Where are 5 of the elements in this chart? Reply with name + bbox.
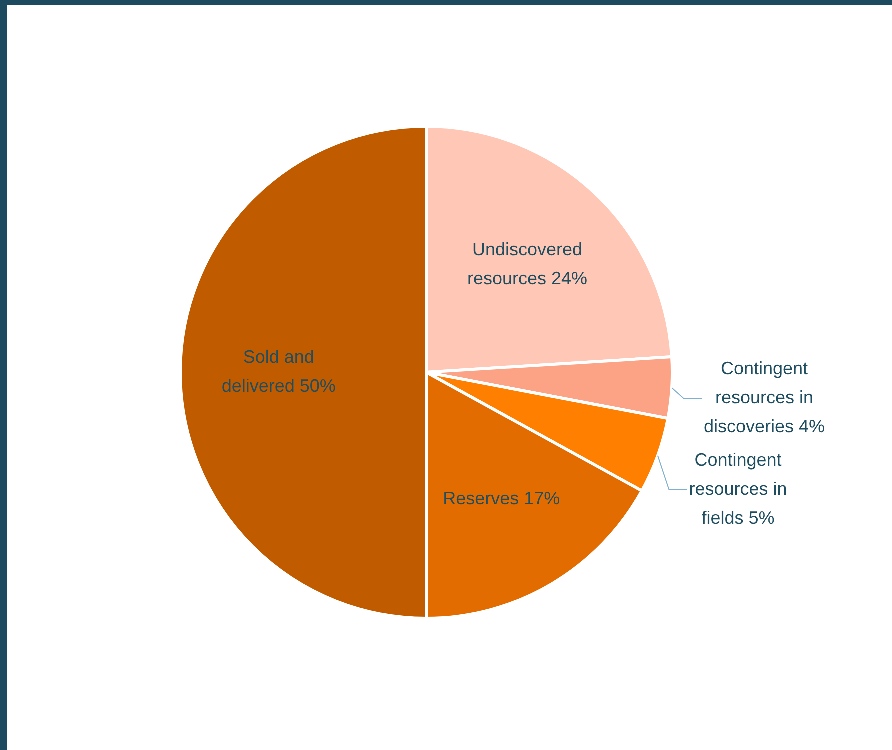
slice-label: Contingent resources in discoveries 4% (704, 358, 826, 437)
slice-label: Sold and delivered 50% (222, 346, 336, 396)
slice-label: Undiscovered resources 24% (468, 239, 588, 288)
slice-label: Reserves 17% (443, 488, 560, 509)
slice-label: Contingent resources in fields 5% (689, 450, 788, 528)
